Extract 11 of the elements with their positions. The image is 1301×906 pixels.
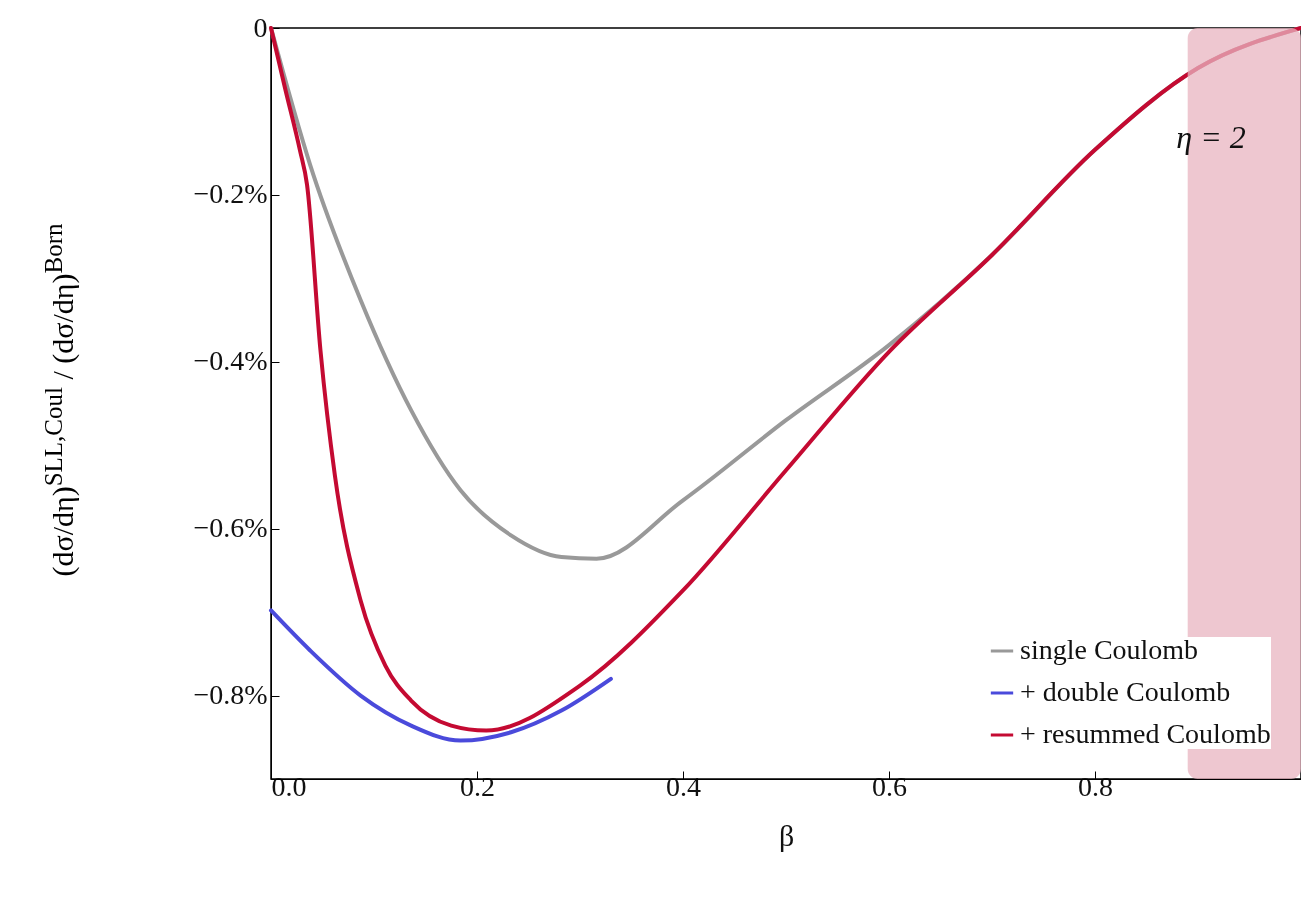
- line-series: [269, 608, 613, 743]
- y-tick-label: 0: [253, 11, 268, 43]
- annotation: η = 2: [1176, 119, 1246, 155]
- y-tick-label: −0.8%: [193, 679, 268, 711]
- legend-label: + double Coulomb: [1020, 676, 1231, 707]
- y-tick-label: −0.4%: [193, 345, 268, 377]
- legend-label: single Coulomb: [1020, 634, 1199, 665]
- legend-label: + resummed Coulomb: [1020, 718, 1271, 749]
- y-tick-label: −0.6%: [193, 512, 268, 544]
- y-tick-label: −0.2%: [193, 178, 268, 210]
- x-axis-title: β: [778, 818, 795, 852]
